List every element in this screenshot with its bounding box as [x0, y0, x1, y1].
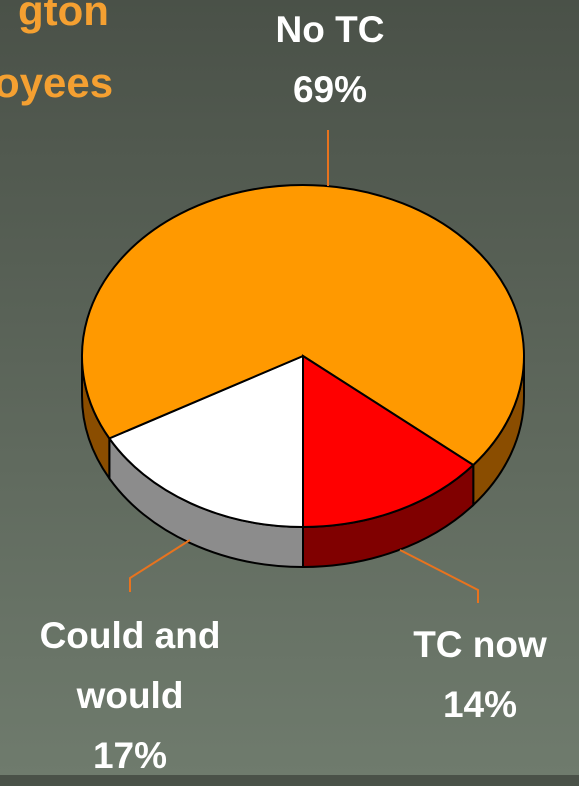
- value-label: 69%: [292, 69, 368, 110]
- category-label: No TC: [275, 9, 385, 50]
- title-line: gton: [18, 0, 109, 34]
- slice-label: No TC 69%: [210, 0, 450, 120]
- title-line: oyees: [0, 59, 114, 106]
- leader-line: [129, 539, 191, 592]
- pie-slice: [107, 354, 304, 529]
- leader-line: [399, 549, 479, 603]
- slice-label: Could and would 17%: [15, 606, 245, 786]
- pie-slice: [302, 354, 475, 529]
- pie-slice: [81, 184, 525, 467]
- slice-label: TC now 14%: [380, 615, 579, 735]
- value-label: 14%: [442, 684, 518, 725]
- value-label: 17%: [92, 735, 168, 776]
- category-label: TC now: [413, 624, 547, 665]
- category-label: Could and would: [39, 615, 221, 716]
